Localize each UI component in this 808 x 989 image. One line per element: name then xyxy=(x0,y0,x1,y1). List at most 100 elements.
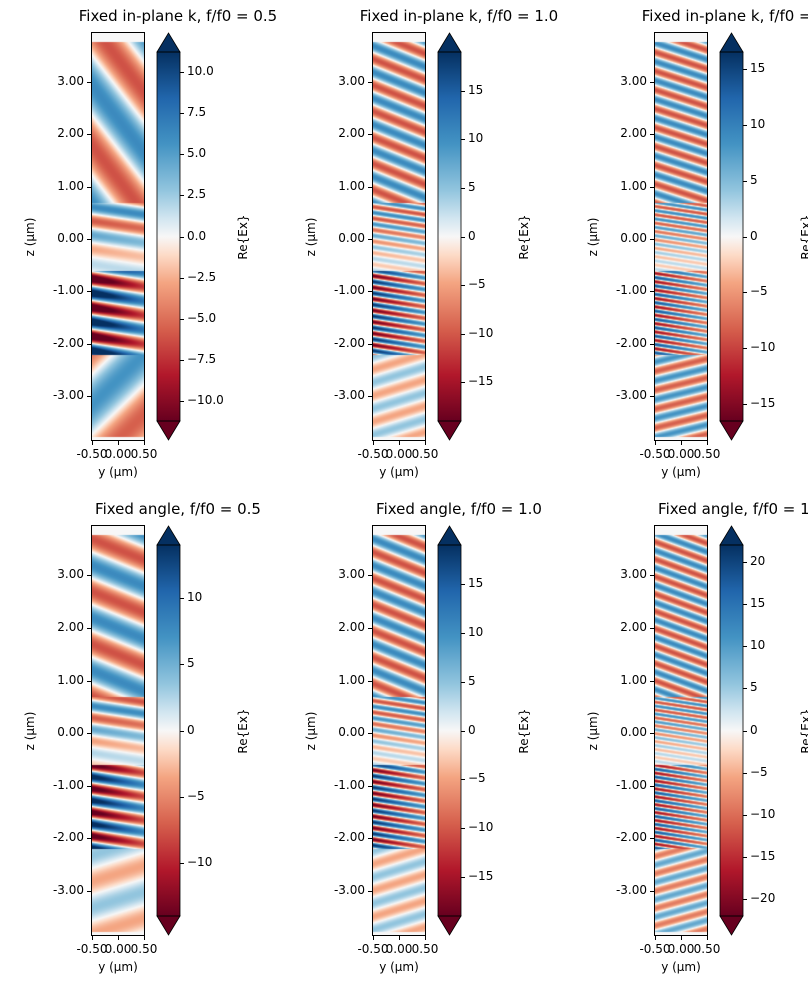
x-tick-label: 0.00 xyxy=(667,942,695,956)
colorbar-tick-label: −5 xyxy=(468,771,486,786)
y-tick-mark xyxy=(368,838,372,840)
colorbar-tick-mark xyxy=(461,187,465,189)
colorbar-tick-mark xyxy=(461,632,465,634)
x-tick-label: 0.00 xyxy=(667,447,695,461)
y-tick-mark xyxy=(87,838,91,840)
x-tick-mark xyxy=(655,441,656,445)
colorbar-tick-mark xyxy=(180,318,184,320)
colorbar-tick-mark xyxy=(743,68,747,70)
heatmap xyxy=(91,32,145,441)
colorbar-tick-label: −5 xyxy=(468,277,486,292)
colorbar-label: Re{Ex} xyxy=(517,707,531,754)
colorbar-tick-mark xyxy=(180,71,184,73)
colorbar-tick-mark xyxy=(743,772,747,774)
y-tick-mark xyxy=(650,291,654,293)
y-tick-label: 3.00 xyxy=(620,74,647,89)
colorbar-tick-mark xyxy=(743,292,747,294)
y-axis-label: z (µm) xyxy=(586,711,600,750)
colorbar-tick-label: 0 xyxy=(187,722,195,737)
colorbar-tick-mark xyxy=(743,814,747,816)
colorbar-tick-label: −15 xyxy=(750,396,776,411)
y-tick-label: -2.00 xyxy=(52,830,84,845)
x-tick-mark xyxy=(707,441,708,445)
y-tick-label: -2.00 xyxy=(52,335,84,350)
colorbar-tick-label: −20 xyxy=(750,891,776,906)
colorbar xyxy=(156,525,181,936)
colorbar-tick-mark xyxy=(180,730,184,732)
x-tick-mark xyxy=(92,936,93,940)
x-axis-label: y (µm) xyxy=(98,960,138,974)
y-axis-label: z (µm) xyxy=(23,711,37,750)
y-tick-mark xyxy=(650,680,654,682)
y-tick-mark xyxy=(87,680,91,682)
x-axis-label: y (µm) xyxy=(379,960,419,974)
x-tick-mark xyxy=(425,936,426,940)
colorbar-label: Re{Ex} xyxy=(799,707,808,754)
colorbar-extend-max xyxy=(156,32,181,53)
colorbar-extend-min xyxy=(719,915,744,936)
y-tick-label: 3.00 xyxy=(57,74,84,89)
colorbar-extend-min xyxy=(156,420,181,441)
colorbar-tick-label: 5 xyxy=(468,673,476,688)
x-tick-label: 0.00 xyxy=(385,447,413,461)
y-tick-label: 2.00 xyxy=(620,126,647,141)
x-axis-label: y (µm) xyxy=(379,465,419,479)
colorbar-tick-mark xyxy=(180,195,184,197)
y-tick-label: 3.00 xyxy=(338,567,365,582)
colorbar-tick-label: 15 xyxy=(468,82,484,97)
y-tick-mark xyxy=(87,82,91,84)
colorbar-tick-label: 10 xyxy=(468,131,484,146)
colorbar-tick-mark xyxy=(180,863,184,864)
colorbar-tick-mark xyxy=(461,236,465,238)
x-tick-label: 0.00 xyxy=(385,942,413,956)
y-tick-mark xyxy=(368,186,372,188)
y-tick-mark xyxy=(650,82,654,84)
x-tick-label: -0.50 xyxy=(639,942,671,956)
y-tick-mark xyxy=(368,680,372,682)
y-tick-label: 2.00 xyxy=(57,126,84,141)
colorbar-tick-label: 5 xyxy=(750,172,758,187)
x-axis-label: y (µm) xyxy=(661,465,701,479)
x-tick-label: 0.50 xyxy=(693,447,721,461)
y-tick-mark xyxy=(650,575,654,577)
colorbar-tick-label: 0 xyxy=(468,722,476,737)
colorbar-tick-mark xyxy=(743,561,747,563)
y-tick-label: -3.00 xyxy=(52,388,84,403)
y-tick-label: 0.00 xyxy=(338,231,365,246)
colorbar-tick-mark xyxy=(743,646,747,648)
x-tick-mark xyxy=(707,936,708,940)
colorbar-tick-label: −10 xyxy=(468,325,494,340)
colorbar-tick-label: −5 xyxy=(750,764,768,779)
y-tick-label: 1.00 xyxy=(338,672,365,687)
y-tick-label: -3.00 xyxy=(52,882,84,897)
colorbar-tick-label: 15 xyxy=(750,596,766,611)
colorbar-tick-mark xyxy=(461,584,465,586)
colorbar-tick-mark xyxy=(180,598,184,599)
y-tick-mark xyxy=(368,239,372,241)
colorbar-tick-label: −10.0 xyxy=(187,393,224,408)
x-tick-mark xyxy=(144,936,145,940)
y-tick-mark xyxy=(87,134,91,136)
colorbar-tick-label: 0.0 xyxy=(187,228,207,243)
colorbar-tick-mark xyxy=(461,382,465,384)
y-tick-label: -1.00 xyxy=(333,777,365,792)
x-tick-mark xyxy=(144,441,145,445)
x-tick-mark xyxy=(681,441,682,445)
y-axis-label: z (µm) xyxy=(304,217,318,256)
colorbar-label: Re{Ex} xyxy=(517,213,531,260)
colorbar-tick-label: 20 xyxy=(750,553,766,568)
colorbar-tick-label: −10 xyxy=(468,820,494,835)
colorbar-extend-min xyxy=(437,915,462,936)
y-tick-mark xyxy=(650,239,654,241)
x-tick-label: 0.50 xyxy=(693,942,721,956)
colorbar-tick-mark xyxy=(461,90,465,92)
y-tick-label: 1.00 xyxy=(620,178,647,193)
colorbar-tick-mark xyxy=(743,688,747,690)
colorbar-extend-max xyxy=(156,525,181,546)
colorbar-tick-mark xyxy=(461,285,465,287)
y-tick-mark xyxy=(87,343,91,345)
x-tick-label: -0.50 xyxy=(76,942,108,956)
y-tick-label: -1.00 xyxy=(52,283,84,298)
colorbar-extend-max xyxy=(719,525,744,546)
panel-title: Fixed in-plane k, f/f0 = 0.5 xyxy=(78,7,278,25)
